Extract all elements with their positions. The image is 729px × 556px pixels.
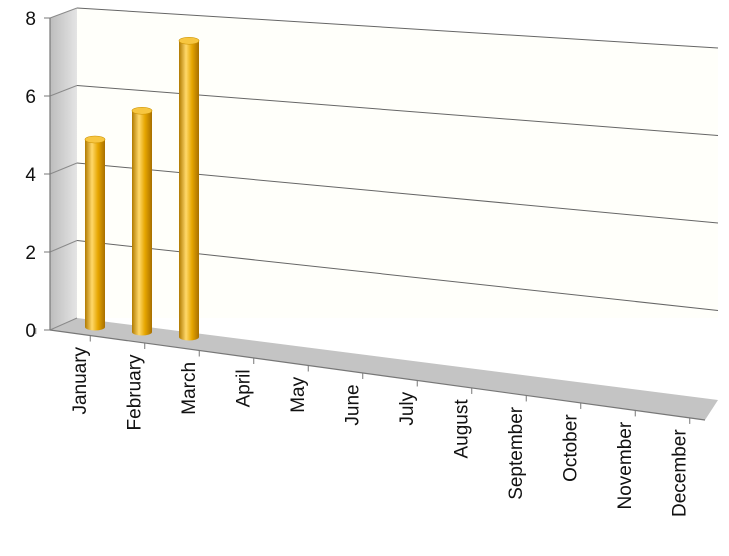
x-category-label: July (397, 391, 418, 425)
x-category-label: February (125, 354, 146, 431)
gridline (76, 7, 719, 49)
x-category-label: January (70, 346, 91, 414)
bar-top (84, 135, 106, 144)
x-ticks (35, 328, 691, 424)
bar-body (179, 40, 199, 341)
bar-top (178, 36, 200, 45)
y-tick-label: 4 (25, 165, 36, 186)
bar-top (131, 106, 153, 115)
x-category-label: September (506, 406, 527, 500)
bar-january (84, 135, 106, 331)
bar-march (178, 36, 200, 341)
bars (84, 36, 200, 341)
floor (50, 318, 718, 420)
x-category-label: November (615, 421, 636, 509)
side-gridline (49, 162, 78, 175)
x-axis-line (49, 329, 706, 421)
y-tick-label: 2 (25, 243, 36, 264)
back-wall (77, 8, 718, 318)
x-category-label: April (234, 369, 255, 407)
x-category-label: June (343, 384, 364, 425)
y-tick-label: 8 (25, 9, 36, 30)
bar-body (85, 139, 105, 331)
y-tick-label: 0 (25, 321, 36, 342)
x-category-label: October (561, 414, 582, 482)
bar-body (132, 110, 152, 336)
side-gridline (49, 85, 78, 97)
y-tick-label: 6 (25, 87, 36, 108)
x-category-label: December (670, 429, 691, 517)
side-gridline (49, 7, 78, 19)
gridlines (49, 7, 719, 331)
x-category-label: March (179, 362, 200, 415)
side-gridline (49, 317, 78, 331)
x-category-label: August (452, 399, 473, 459)
side-gridline (49, 240, 78, 253)
x-labels: January February March April May June July Augu… (70, 346, 691, 517)
x-category-label: May (288, 376, 309, 412)
y-ticks: 0 2 4 6 8 (25, 9, 50, 342)
bar-february (131, 106, 153, 336)
